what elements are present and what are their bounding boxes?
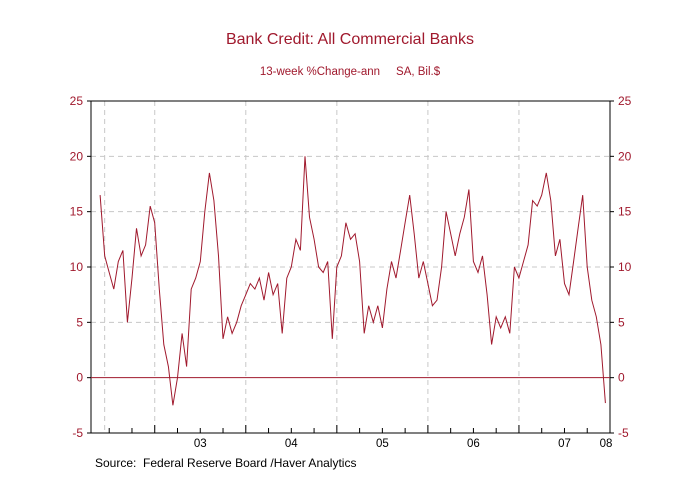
y-tick-label-left: 0 xyxy=(76,371,83,385)
x-tick-label: 07 xyxy=(558,438,571,450)
x-tick-label: 04 xyxy=(285,438,298,450)
y-tick-label-right: 0 xyxy=(618,371,625,385)
y-tick-label-left: 10 xyxy=(70,260,84,274)
chart-subtitle: 13-week %Change-ann SA, Bil.$ xyxy=(260,66,441,78)
source-note: Source: Federal Reserve Board /Haver Ana… xyxy=(95,456,356,470)
y-tick-label-left: 5 xyxy=(76,315,83,329)
y-tick-label-right: 15 xyxy=(618,205,632,219)
x-tick-label: 03 xyxy=(194,438,207,450)
x-tick-label: 08 xyxy=(600,438,613,450)
series-line xyxy=(99,156,606,406)
y-tick-label-left: 20 xyxy=(70,149,84,163)
y-tick-label-left: -5 xyxy=(72,426,83,440)
x-axis: 03 04 05 06 07 08 xyxy=(108,425,613,450)
x-tick-label: 06 xyxy=(467,438,480,450)
y-tick-label-right: -5 xyxy=(618,426,629,440)
grid xyxy=(91,101,610,433)
y-tick-label-right: 5 xyxy=(618,315,625,329)
y-axis-right: -5 0 5 10 15 20 25 xyxy=(610,94,632,440)
y-axis-left: -5 0 5 10 15 20 25 xyxy=(70,94,91,440)
y-tick-label-right: 20 xyxy=(618,149,632,163)
y-tick-label-left: 25 xyxy=(70,94,84,108)
x-tick-label: 05 xyxy=(376,438,389,450)
y-tick-label-left: 15 xyxy=(70,205,84,219)
chart-title: Bank Credit: All Commercial Banks xyxy=(226,31,474,48)
y-tick-label-right: 10 xyxy=(618,260,632,274)
y-tick-label-right: 25 xyxy=(618,94,632,108)
